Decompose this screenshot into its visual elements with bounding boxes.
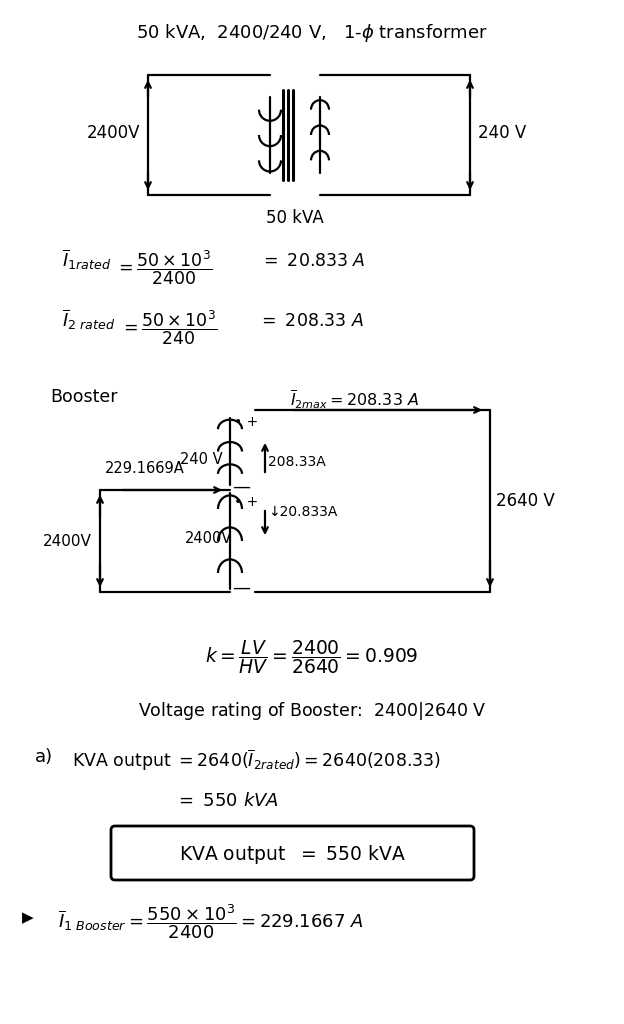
Text: 2400V: 2400V <box>185 531 232 546</box>
Text: $=\ 550\ kVA$: $=\ 550\ kVA$ <box>175 792 279 810</box>
Text: 2400V: 2400V <box>87 124 140 142</box>
Text: $\overline{I}_{1rated}$: $\overline{I}_{1rated}$ <box>62 248 111 272</box>
Text: Voltage rating of Booster:  2400$\vert$2640 V: Voltage rating of Booster: 2400$\vert$26… <box>138 700 486 722</box>
Text: $=\ 208.33\ A$: $=\ 208.33\ A$ <box>258 312 364 330</box>
Text: 229.1669A: 229.1669A <box>105 461 185 476</box>
Text: ↓20.833A: ↓20.833A <box>268 505 338 519</box>
Text: 50 kVA: 50 kVA <box>266 209 324 227</box>
Text: $\overline{I}_{1\ Booster}=\dfrac{550\times10^3}{2400}=229.1667\ A$: $\overline{I}_{1\ Booster}=\dfrac{550\ti… <box>58 902 364 941</box>
Text: $=\dfrac{50\times10^3}{240}$: $=\dfrac{50\times10^3}{240}$ <box>120 308 217 346</box>
Text: 2640 V: 2640 V <box>496 492 555 510</box>
Text: Booster: Booster <box>50 388 117 406</box>
Text: $k=\dfrac{LV}{HV}=\dfrac{2400}{2640}=0.909$: $k=\dfrac{LV}{HV}=\dfrac{2400}{2640}=0.9… <box>205 638 419 676</box>
Text: 208.33A: 208.33A <box>268 455 326 469</box>
Text: $=\ 20.833\ A$: $=\ 20.833\ A$ <box>260 252 366 270</box>
Text: 240 V: 240 V <box>478 124 526 142</box>
FancyBboxPatch shape <box>111 826 474 880</box>
Text: —: — <box>232 478 250 496</box>
Text: ▶: ▶ <box>22 910 34 925</box>
Text: 2400V: 2400V <box>43 534 92 549</box>
Text: • +: • + <box>234 415 258 429</box>
Text: KVA output  $=$ 550 kVA: KVA output $=$ 550 kVA <box>179 844 406 866</box>
Text: 240 V: 240 V <box>180 452 223 467</box>
Text: a): a) <box>35 748 53 766</box>
Text: —: — <box>232 579 250 597</box>
Text: $\overline{I}_{2max}=208.33\ A$: $\overline{I}_{2max}=208.33\ A$ <box>290 388 419 411</box>
Text: • +: • + <box>234 495 258 509</box>
Text: $\overline{I}_{2\ rated}$: $\overline{I}_{2\ rated}$ <box>62 308 115 333</box>
Text: 50 kVA,  2400/240 V,   1-$\phi$ transformer: 50 kVA, 2400/240 V, 1-$\phi$ transformer <box>136 22 488 44</box>
Text: $=\dfrac{50\times10^3}{2400}$: $=\dfrac{50\times10^3}{2400}$ <box>115 248 212 287</box>
Text: KVA output $= 2640(\overline{I}_{2rated}) = 2640(208.33)$: KVA output $= 2640(\overline{I}_{2rated}… <box>72 748 441 773</box>
